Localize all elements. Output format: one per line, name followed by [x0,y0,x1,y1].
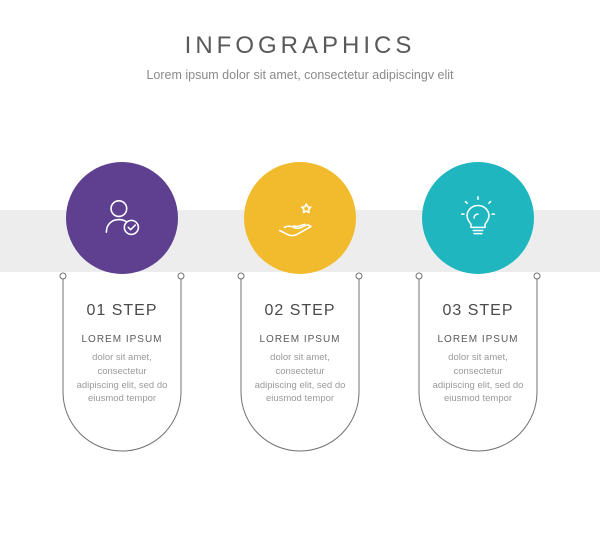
step-1: 01 STEP LOREM IPSUM dolor sit amet, cons… [47,162,197,406]
step-circle-3 [422,162,534,274]
step-circle-2 [244,162,356,274]
page-subtitle: Lorem ipsum dolor sit amet, consectetur … [0,68,600,82]
step-label: 01 STEP [86,302,157,320]
step-label: 02 STEP [264,302,335,320]
step-3: 03 STEP LOREM IPSUM dolor sit amet, cons… [403,162,553,406]
step-heading: LOREM IPSUM [81,334,162,345]
step-body: dolor sit amet, consectetur adipiscing e… [418,351,538,406]
step-heading: LOREM IPSUM [259,334,340,345]
step-2: 02 STEP LOREM IPSUM dolor sit amet, cons… [225,162,375,406]
hand-star-icon [275,193,325,243]
lightbulb-icon [453,193,503,243]
steps-row: 01 STEP LOREM IPSUM dolor sit amet, cons… [0,162,600,406]
user-check-icon [97,193,147,243]
step-heading: LOREM IPSUM [437,334,518,345]
step-body: dolor sit amet, consectetur adipiscing e… [240,351,360,406]
step-body: dolor sit amet, consectetur adipiscing e… [62,351,182,406]
step-label: 03 STEP [442,302,513,320]
step-circle-1 [66,162,178,274]
page-title: INFOGRAPHICS [0,32,600,60]
